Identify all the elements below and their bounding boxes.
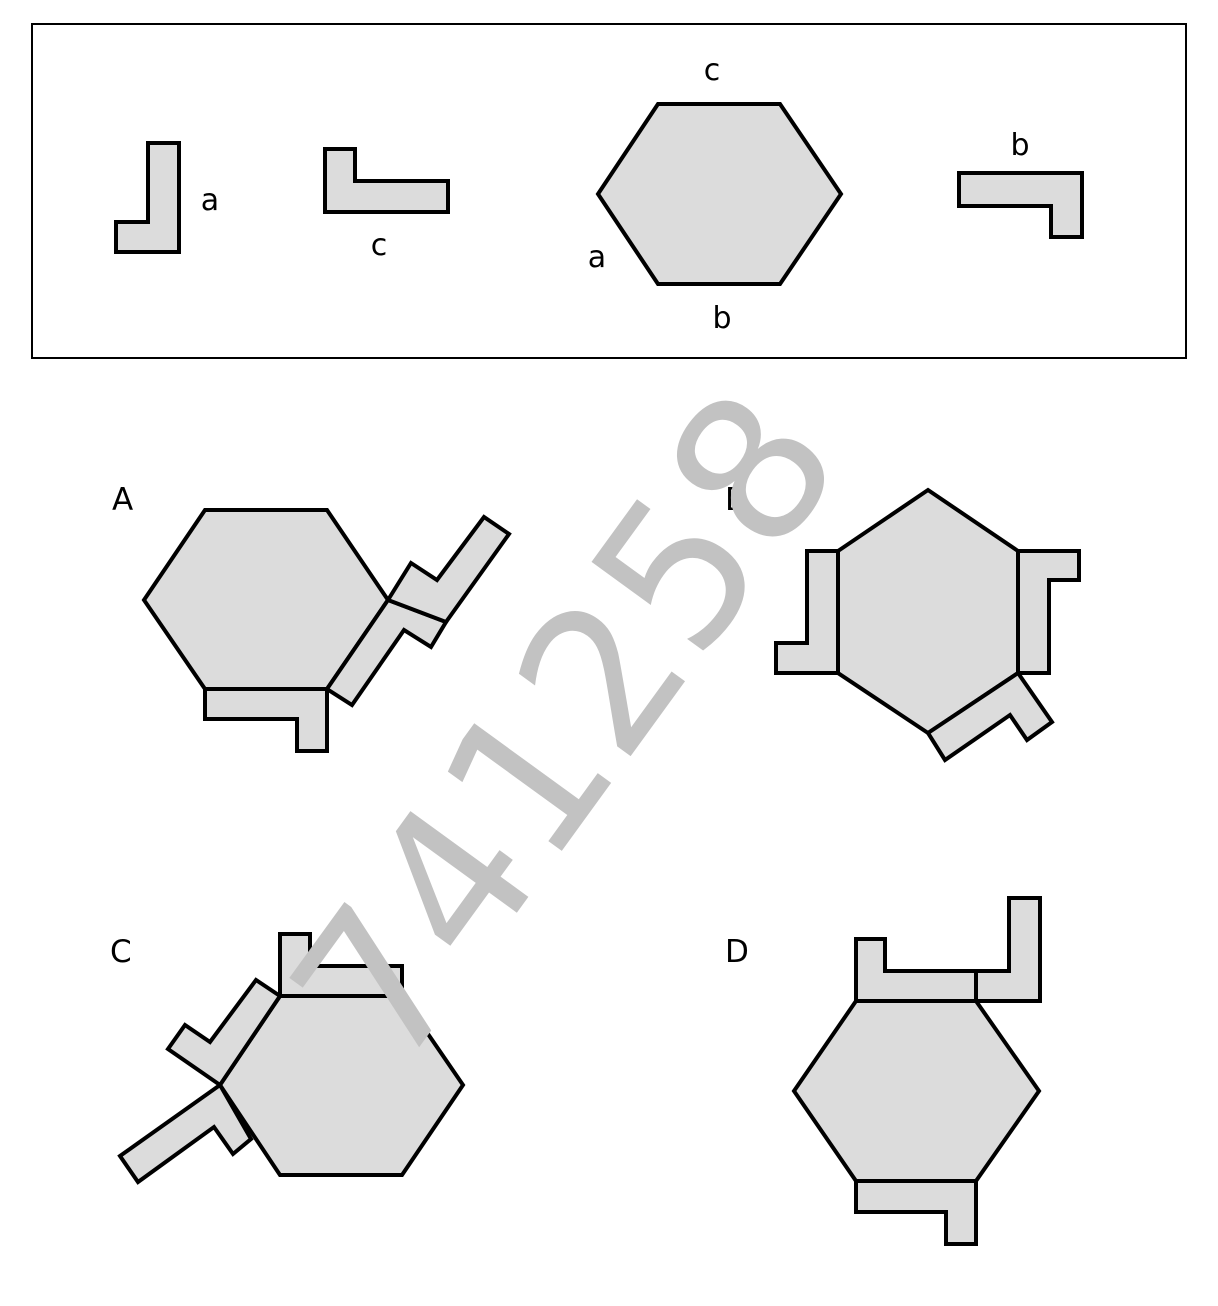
option-c-label: C	[110, 934, 132, 970]
option-b-label: B	[725, 482, 746, 518]
option-d-piece-top-left	[854, 937, 978, 1003]
piece-b	[957, 171, 1084, 239]
piece-b-label: b	[1010, 128, 1029, 163]
option-a-piece-bottom	[203, 687, 329, 753]
option-d-piece-bottom	[854, 1179, 978, 1246]
option-d-label: D	[725, 934, 749, 970]
option-b-piece-right	[1016, 549, 1081, 675]
reference-hexagon	[595, 102, 844, 286]
piece-c	[323, 147, 450, 214]
option-a: A	[112, 482, 512, 753]
option-b-piece-lower-right	[925, 670, 1055, 763]
option-b-piece-left	[774, 549, 840, 675]
piece-a	[114, 141, 181, 254]
option-b: B	[725, 482, 1081, 763]
option-d-piece-top-right	[974, 896, 1042, 1003]
hexagon-edge-label-a: a	[588, 240, 606, 275]
option-d-hexagon	[791, 999, 1042, 1183]
hexagon-edge-label-c: c	[704, 53, 721, 88]
option-d: D	[725, 896, 1042, 1246]
reference-frame	[31, 23, 1187, 359]
reference-panel: a c c a b b	[31, 23, 1187, 359]
option-a-piece-diagonal-2	[385, 514, 512, 625]
piece-c-label: c	[371, 228, 388, 263]
hexagon-edge-label-b: b	[712, 301, 731, 336]
option-a-label: A	[112, 482, 133, 518]
piece-a-label: a	[201, 183, 219, 218]
option-c-piece-lower-left	[117, 1082, 254, 1185]
watermark-text: 741258	[248, 350, 885, 1105]
option-c: C	[110, 932, 466, 1185]
